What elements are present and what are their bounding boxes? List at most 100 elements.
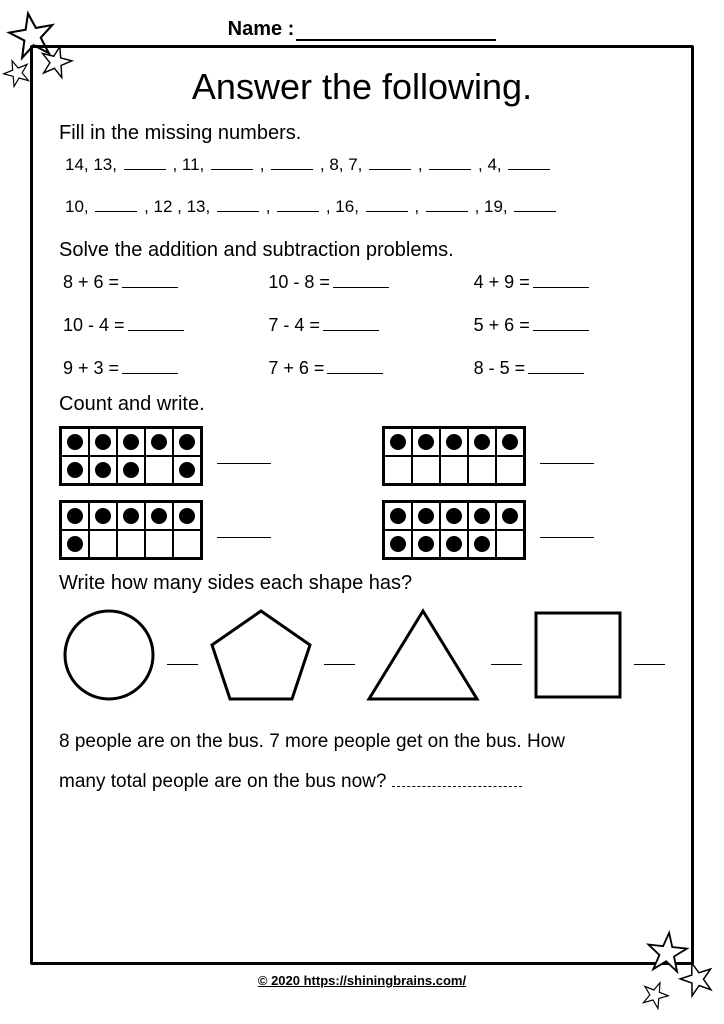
dot-icon <box>95 434 111 450</box>
fill-blank[interactable] <box>429 156 471 170</box>
seq-text: , 12 , 13, <box>139 197 215 216</box>
fill-blank[interactable] <box>95 198 137 212</box>
dot-icon <box>474 434 490 450</box>
answer-line[interactable] <box>528 360 584 374</box>
count-answer-line[interactable] <box>217 448 271 464</box>
tf-cell <box>384 530 412 558</box>
tf-cell <box>496 456 524 484</box>
math-problem: 9 + 3 = <box>63 358 250 379</box>
dot-icon <box>179 508 195 524</box>
name-input-line[interactable] <box>296 39 496 41</box>
dot-icon <box>95 508 111 524</box>
tf-cell <box>145 428 173 456</box>
dot-icon <box>474 536 490 552</box>
sequence-1: 14, 13, , 11, , , 8, 7, , , 4, <box>65 155 665 175</box>
fill-blank[interactable] <box>271 156 313 170</box>
dot-icon <box>390 434 406 450</box>
count-item <box>59 500 342 560</box>
answer-line[interactable] <box>128 317 184 331</box>
dot-icon <box>123 462 139 478</box>
count-answer-line[interactable] <box>540 448 594 464</box>
fill-blank[interactable] <box>277 198 319 212</box>
tf-cell <box>440 428 468 456</box>
tf-cell <box>145 456 173 484</box>
fill-blank[interactable] <box>211 156 253 170</box>
dot-icon <box>446 536 462 552</box>
seq-text: , <box>410 197 424 216</box>
math-problem: 8 - 5 = <box>474 358 661 379</box>
tf-cell <box>468 456 496 484</box>
answer-line[interactable] <box>333 274 389 288</box>
fill-blank[interactable] <box>217 198 259 212</box>
tf-cell <box>412 428 440 456</box>
answer-line[interactable] <box>323 317 379 331</box>
fill-blank[interactable] <box>124 156 166 170</box>
tf-cell <box>384 428 412 456</box>
dot-icon <box>474 508 490 524</box>
tf-cell <box>61 530 89 558</box>
dot-icon <box>67 462 83 478</box>
page-title: Answer the following. <box>59 66 665 108</box>
count-item <box>382 426 665 486</box>
shape-answer-line[interactable] <box>324 651 355 665</box>
math-grid: 8 + 6 =10 - 8 =4 + 9 =10 - 4 =7 - 4 =5 +… <box>63 272 661 379</box>
dot-icon <box>151 434 167 450</box>
section1-heading: Fill in the missing numbers. <box>59 122 665 145</box>
shapes-row <box>59 605 665 710</box>
shape-answer-line[interactable] <box>491 651 522 665</box>
math-expr: 7 - 4 = <box>268 315 320 335</box>
name-row: Name : <box>30 18 694 41</box>
tf-cell <box>117 428 145 456</box>
section2-heading: Solve the addition and subtraction probl… <box>59 239 665 262</box>
tf-cell <box>440 456 468 484</box>
dot-icon <box>502 508 518 524</box>
fill-blank[interactable] <box>426 198 468 212</box>
tf-cell <box>89 428 117 456</box>
answer-line[interactable] <box>533 317 589 331</box>
math-problem: 10 - 8 = <box>268 272 455 293</box>
tf-cell <box>468 530 496 558</box>
tf-cell <box>89 530 117 558</box>
dot-icon <box>502 434 518 450</box>
section3-heading: Count and write. <box>59 393 665 416</box>
tf-cell <box>173 502 201 530</box>
square-shape <box>530 607 626 703</box>
tf-cell <box>89 502 117 530</box>
shape-answer-line[interactable] <box>634 651 665 665</box>
tf-cell <box>496 428 524 456</box>
answer-line[interactable] <box>122 274 178 288</box>
fill-blank[interactable] <box>508 156 550 170</box>
answer-line[interactable] <box>327 360 383 374</box>
answer-line[interactable] <box>122 360 178 374</box>
seq-text: , 8, 7, <box>315 155 367 174</box>
tf-cell <box>384 502 412 530</box>
tf-cell <box>61 428 89 456</box>
tf-cell <box>145 530 173 558</box>
tf-cell <box>412 502 440 530</box>
count-answer-line[interactable] <box>540 522 594 538</box>
answer-line[interactable] <box>533 274 589 288</box>
section4-heading: Write how many sides each shape has? <box>59 572 665 595</box>
tf-cell <box>61 456 89 484</box>
dot-icon <box>95 462 111 478</box>
sequence-2: 10, , 12 , 13, , , 16, , , 19, <box>65 197 665 217</box>
seq-text: , <box>413 155 427 174</box>
count-answer-line[interactable] <box>217 522 271 538</box>
dot-icon <box>67 434 83 450</box>
seq-text: 10, <box>65 197 93 216</box>
fill-blank[interactable] <box>369 156 411 170</box>
fill-blank[interactable] <box>366 198 408 212</box>
math-expr: 7 + 6 = <box>268 358 324 378</box>
math-problem: 10 - 4 = <box>63 315 250 336</box>
tf-cell <box>384 456 412 484</box>
circle-shape <box>59 605 159 705</box>
math-problem: 4 + 9 = <box>474 272 661 293</box>
shape-answer-line[interactable] <box>167 651 198 665</box>
footer-credit: © 2020 https://shiningbrains.com/ <box>30 973 694 988</box>
math-expr: 4 + 9 = <box>474 272 530 292</box>
wp-answer-line[interactable] <box>392 773 522 787</box>
seq-text: 14, 13, <box>65 155 122 174</box>
count-item <box>382 500 665 560</box>
math-problem: 8 + 6 = <box>63 272 250 293</box>
fill-blank[interactable] <box>514 198 556 212</box>
